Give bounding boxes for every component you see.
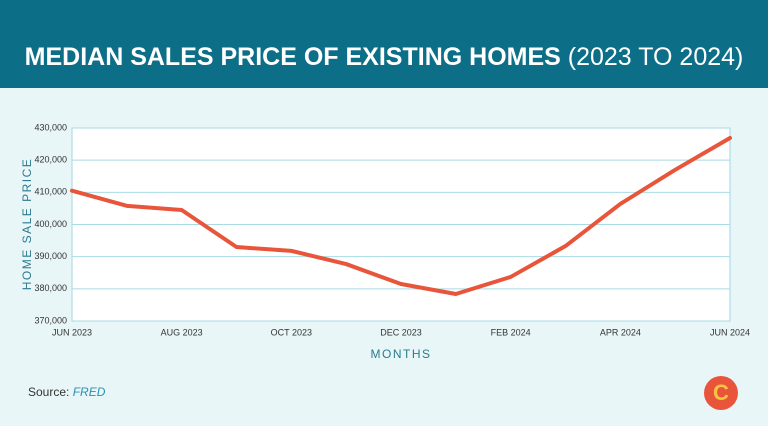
x-tick-label: JUN 2023 — [52, 327, 92, 337]
x-tick-label: JUN 2024 — [710, 327, 750, 337]
y-axis-label: HOME SALE PRICE — [20, 158, 34, 291]
y-tick-label: 400,000 — [34, 219, 67, 229]
y-tick-label: 420,000 — [34, 155, 67, 165]
chart-subtitle: (2023 TO 2024) — [568, 43, 744, 71]
x-axis-label: MONTHS — [371, 347, 432, 361]
source-name: FRED — [73, 385, 106, 399]
y-tick-label: 430,000 — [34, 122, 67, 132]
y-tick-label: 380,000 — [34, 283, 67, 293]
chart-heading: MEDIAN SALES PRICE OF EXISTING HOMES (20… — [25, 43, 744, 71]
y-tick-label: 410,000 — [34, 187, 67, 197]
x-tick-label: AUG 2023 — [161, 327, 203, 337]
x-tick-label: FEB 2024 — [491, 327, 531, 337]
y-tick-label: 370,000 — [34, 315, 67, 325]
line — [70, 135, 732, 296]
source-label: Source: — [28, 385, 69, 399]
x-tick-label: APR 2024 — [600, 327, 641, 337]
logo-circle — [704, 376, 738, 410]
y-tick-label: 390,000 — [34, 251, 67, 261]
x-tick-label: OCT 2023 — [271, 327, 312, 337]
logo: C — [713, 380, 729, 405]
x-tick-label: DEC 2023 — [380, 327, 422, 337]
source: Source: FRED — [28, 385, 106, 399]
chart-title: MEDIAN SALES PRICE OF EXISTING HOMES — [25, 43, 561, 71]
header — [0, 0, 768, 88]
